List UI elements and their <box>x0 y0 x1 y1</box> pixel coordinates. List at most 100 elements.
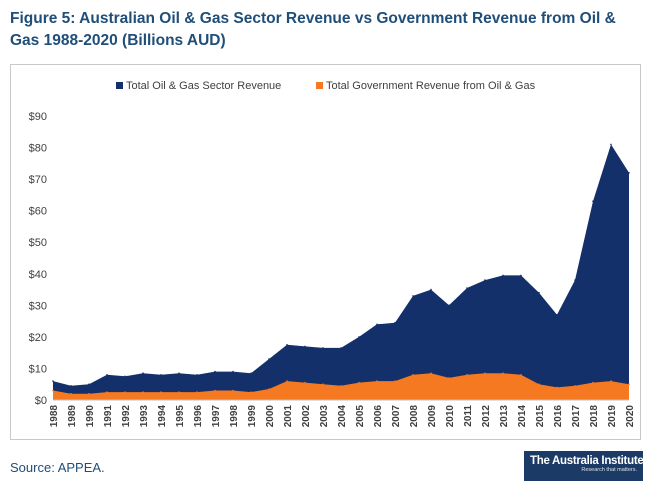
data-point <box>610 143 612 146</box>
data-point <box>412 374 414 376</box>
data-point <box>322 383 324 386</box>
data-point <box>448 304 450 307</box>
source-note: Source: APPEA. <box>10 460 105 475</box>
data-point <box>466 374 468 376</box>
data-point <box>178 372 180 375</box>
data-point <box>412 295 414 297</box>
data-point <box>70 385 72 387</box>
x-tick-label: 1994 <box>157 405 168 428</box>
x-tick-label: 2007 <box>391 405 402 428</box>
y-tick-label: $0 <box>35 395 47 407</box>
x-tick-label: 1988 <box>49 405 60 428</box>
data-point <box>520 274 522 277</box>
data-point <box>628 172 630 174</box>
data-point <box>574 385 576 387</box>
legend-label: Total Government Revenue from Oil & Gas <box>326 80 536 92</box>
y-tick-label: $60 <box>29 206 47 218</box>
data-point <box>160 391 162 393</box>
x-tick-label: 1991 <box>103 405 114 428</box>
y-tick-label: $90 <box>29 111 47 123</box>
data-point <box>538 291 540 294</box>
x-tick-label: 1993 <box>139 405 150 428</box>
x-tick-label: 2005 <box>355 405 366 428</box>
data-point <box>448 377 450 379</box>
x-tick-label: 1990 <box>85 405 96 428</box>
x-tick-label: 2009 <box>427 405 438 428</box>
data-point <box>214 370 216 373</box>
y-tick-label: $70 <box>29 174 47 186</box>
y-tick-label: $40 <box>29 269 47 281</box>
data-point <box>376 380 378 382</box>
data-point <box>142 372 144 375</box>
data-point <box>160 374 162 376</box>
x-tick-label: 2020 <box>625 405 636 428</box>
data-point <box>232 389 234 392</box>
data-point <box>394 321 396 324</box>
y-tick-label: $80 <box>29 143 47 155</box>
x-tick-label: 1989 <box>67 405 78 428</box>
data-point <box>502 372 504 375</box>
data-point <box>196 374 198 376</box>
data-point <box>214 389 216 392</box>
data-point <box>232 370 234 373</box>
data-point <box>358 381 360 384</box>
data-point <box>556 314 558 316</box>
data-point <box>340 385 342 387</box>
data-point <box>592 200 594 202</box>
australia-institute-logo: The Australia Institute Research that ma… <box>524 451 644 481</box>
y-tick-label: $30 <box>29 300 47 312</box>
x-tick-label: 2004 <box>337 405 348 428</box>
data-point <box>178 391 180 393</box>
x-tick-label: 1995 <box>175 405 186 428</box>
data-point <box>556 386 558 389</box>
data-point <box>592 381 594 384</box>
data-point <box>484 372 486 375</box>
data-point <box>322 347 324 349</box>
data-point <box>466 287 468 289</box>
x-tick-label: 2014 <box>517 405 528 428</box>
data-point <box>520 374 522 376</box>
data-point <box>268 388 270 390</box>
x-tick-label: 2013 <box>499 405 510 428</box>
data-point <box>502 274 504 277</box>
data-point <box>574 279 576 281</box>
area-chart: $0 $10 $20 $30 $40 $50 $60 $70 $80 $90 1988 1989 199… <box>29 80 636 428</box>
data-point <box>286 344 288 346</box>
data-point <box>106 391 108 393</box>
data-point <box>250 372 252 375</box>
data-point <box>52 389 54 392</box>
x-tick-label: 2017 <box>571 405 582 428</box>
data-point <box>484 279 486 281</box>
x-tick-label: 2012 <box>481 405 492 428</box>
x-tick-label: 2016 <box>553 405 564 428</box>
x-tick-label: 1996 <box>193 405 204 428</box>
x-tick-label: 2008 <box>409 405 420 428</box>
chart-frame <box>10 64 641 440</box>
x-tick-label: 1999 <box>247 405 258 428</box>
x-tick-label: 2001 <box>283 405 294 428</box>
x-tick-label: 1998 <box>229 405 240 428</box>
x-tick-label: 2010 <box>445 405 456 428</box>
x-tick-label: 2002 <box>301 405 312 428</box>
x-tick-label: 2006 <box>373 405 384 428</box>
x-tick-label: 1997 <box>211 405 222 428</box>
x-tick-label: 2015 <box>535 405 546 428</box>
data-point <box>70 392 72 395</box>
x-tick-label: 2011 <box>463 405 474 427</box>
x-tick-label: 2019 <box>607 405 618 428</box>
series-area-1 <box>53 144 629 400</box>
x-tick-label: 1992 <box>121 405 132 428</box>
data-point <box>430 372 432 375</box>
y-tick-label: $10 <box>29 363 47 375</box>
data-point <box>304 345 306 348</box>
legend-swatch <box>116 82 123 89</box>
data-point <box>286 380 288 382</box>
data-point <box>628 383 630 386</box>
data-point <box>250 391 252 393</box>
data-point <box>394 380 396 382</box>
data-point <box>124 375 126 378</box>
data-point <box>142 391 144 393</box>
data-point <box>52 380 54 382</box>
data-point <box>376 323 378 326</box>
series-area-2 <box>53 373 629 400</box>
